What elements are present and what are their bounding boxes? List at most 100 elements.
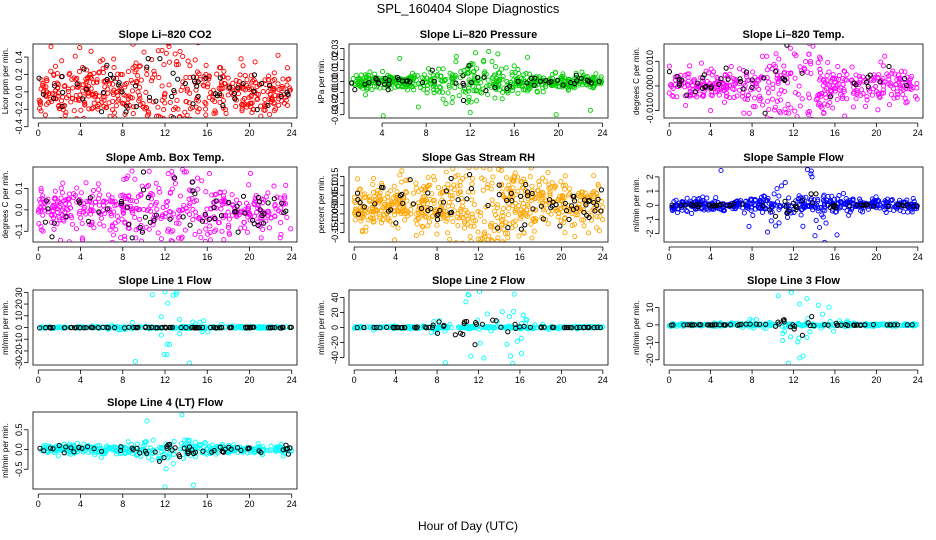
data-point — [79, 220, 85, 226]
data-point — [436, 66, 442, 72]
data-point — [355, 176, 361, 182]
data-point — [445, 90, 451, 96]
data-point — [158, 236, 164, 242]
highlight-point — [772, 213, 779, 219]
data-point — [169, 238, 176, 242]
data-point — [40, 212, 46, 218]
data-point — [82, 102, 88, 108]
outlier-point — [186, 360, 192, 365]
data-point — [276, 86, 282, 92]
data-point — [194, 142, 198, 146]
highlight-point — [560, 82, 566, 88]
highlight-point — [554, 77, 561, 83]
x-tick-label: 16 — [509, 128, 519, 138]
data-point — [518, 335, 524, 341]
data-point — [776, 220, 782, 226]
outlier-point — [480, 235, 486, 241]
highlight-point — [586, 197, 592, 203]
data-point — [258, 235, 264, 241]
data-point — [280, 76, 286, 82]
data-point — [167, 342, 173, 348]
data-point — [796, 193, 802, 199]
data-point — [242, 72, 248, 79]
data-point — [176, 125, 180, 129]
data-point — [233, 77, 239, 84]
x-tick-label: 8 — [424, 128, 429, 138]
data-point — [840, 75, 846, 81]
data-point — [573, 70, 579, 76]
data-point — [173, 62, 179, 68]
data-point — [239, 102, 245, 108]
outlier-point — [380, 113, 386, 118]
y-tick-label: 20 — [330, 307, 340, 317]
data-point — [509, 256, 513, 260]
data-point — [777, 204, 783, 210]
highlight-point — [74, 81, 80, 87]
data-point — [471, 218, 477, 224]
x-tick-label: 24 — [598, 375, 608, 385]
data-point — [430, 198, 436, 204]
data-point — [277, 235, 283, 241]
data-point — [371, 218, 377, 224]
y-tick-label: 0.0 — [14, 86, 24, 99]
data-point — [888, 197, 894, 203]
highlight-point — [498, 324, 504, 330]
highlight-point — [279, 200, 285, 206]
data-point — [203, 62, 209, 68]
data-point — [503, 65, 509, 71]
data-point — [381, 196, 388, 202]
data-point — [133, 227, 139, 233]
data-point — [129, 320, 135, 326]
outlier-point — [834, 232, 840, 238]
highlight-point — [412, 324, 418, 330]
data-point — [792, 108, 798, 114]
data-point — [466, 94, 472, 100]
outlier-point — [213, 110, 219, 116]
data-point — [878, 59, 884, 65]
data-point — [210, 94, 216, 100]
data-point — [716, 92, 722, 98]
data-point — [146, 111, 152, 117]
data-point — [815, 208, 821, 214]
data-point — [226, 216, 232, 222]
highlight-point — [220, 102, 226, 109]
data-point — [411, 190, 417, 196]
highlight-point — [430, 322, 436, 328]
data-point — [395, 83, 401, 89]
data-point — [748, 207, 754, 213]
outlier-point — [759, 53, 765, 59]
highlight-point — [86, 218, 92, 224]
data-point — [473, 50, 479, 56]
data-point — [542, 216, 549, 223]
data-point — [510, 185, 516, 191]
highlight-point — [139, 229, 145, 235]
data-point — [477, 209, 484, 215]
highlight-point — [146, 325, 152, 331]
highlight-point — [383, 324, 390, 330]
data-point — [579, 69, 585, 75]
data-point — [581, 223, 587, 229]
x-tick-label: 12 — [160, 252, 170, 262]
highlight-point — [708, 322, 714, 328]
data-point — [540, 190, 546, 196]
data-point — [277, 195, 283, 201]
data-point — [90, 80, 96, 86]
data-point — [774, 75, 780, 81]
y-tick-label: 0.05 — [330, 186, 340, 204]
data-point — [801, 66, 807, 72]
data-point — [70, 96, 76, 102]
highlight-point — [267, 83, 273, 89]
data-point — [183, 169, 189, 175]
data-point — [120, 210, 126, 216]
data-point — [469, 197, 475, 203]
data-point — [778, 203, 784, 209]
highlight-point — [386, 77, 392, 83]
data-point — [802, 59, 809, 65]
panel-title: Slope Li–820 Pressure — [420, 29, 537, 41]
y-tick-label: 0.4 — [14, 51, 24, 64]
highlight-point — [171, 88, 177, 94]
highlight-point — [136, 120, 140, 124]
data-point — [40, 193, 46, 199]
data-point — [169, 186, 175, 192]
data-point — [431, 87, 437, 93]
